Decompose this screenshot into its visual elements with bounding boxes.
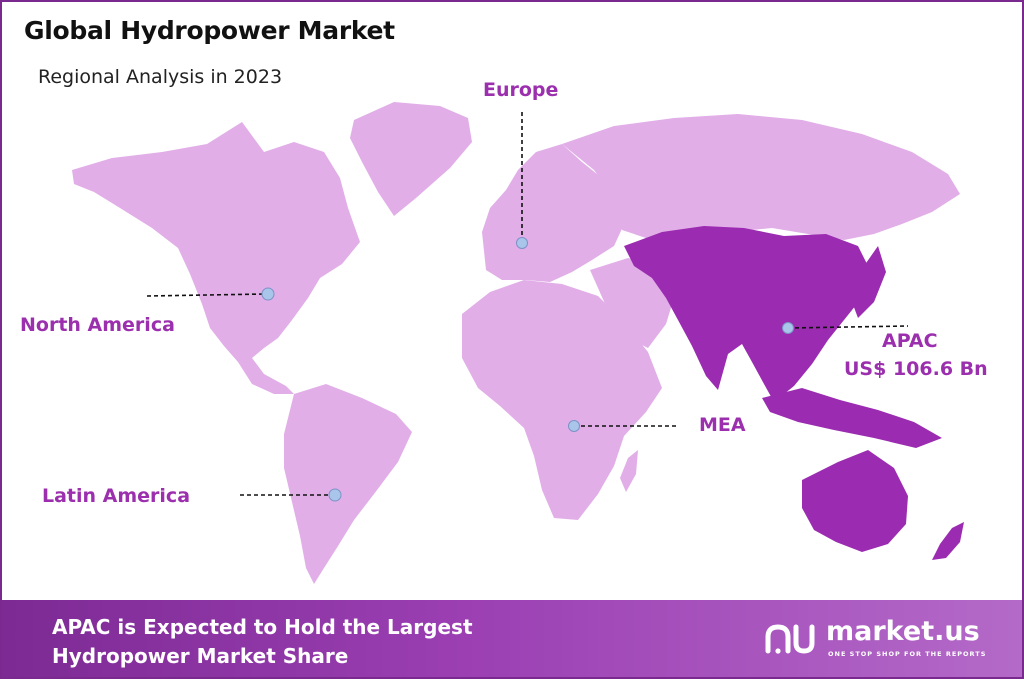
new-zealand-shape	[932, 522, 964, 560]
apac-mainland-shape	[624, 226, 872, 402]
region-label-apac: APAC	[882, 330, 938, 352]
apac-leader-line	[787, 325, 909, 329]
europe-marker	[516, 237, 528, 249]
japan-shape	[852, 246, 886, 318]
europe-shape	[482, 144, 626, 282]
africa-shape	[462, 280, 662, 520]
page-subtitle: Regional Analysis in 2023	[38, 66, 283, 88]
footer-headline-line1: APAC is Expected to Hold the Largest	[52, 615, 473, 639]
australia-shape	[802, 450, 908, 552]
mea-marker	[568, 420, 580, 432]
brand-name: market.us	[826, 616, 980, 647]
region-label-mea: MEA	[699, 414, 746, 436]
madagascar-shape	[620, 450, 638, 492]
region-label-latin-america: Latin America	[42, 485, 191, 507]
region-value-apac: US$ 106.6 Bn	[844, 358, 988, 380]
footer-banner: APAC is Expected to Hold the Largest Hyd…	[2, 600, 1022, 677]
north-america-leader-line	[146, 293, 267, 297]
latin-america-marker	[328, 488, 342, 502]
region-label-europe: Europe	[483, 79, 559, 101]
north-asia-shape	[562, 114, 960, 240]
greenland-shape	[350, 102, 472, 216]
brand-tagline: ONE STOP SHOP FOR THE REPORTS	[828, 650, 987, 658]
region-label-north-america: North America	[20, 314, 175, 336]
footer-headline-line2: Hydropower Market Share	[52, 644, 349, 668]
page-title: Global Hydropower Market	[24, 16, 395, 45]
southeast-asia-islands-shape	[762, 388, 942, 448]
latin-america-shape	[284, 384, 412, 584]
market-us-logo-icon	[765, 624, 815, 654]
apac-marker	[782, 322, 794, 334]
middle-east-shape	[590, 258, 674, 348]
north-america-shape	[72, 122, 360, 394]
north-america-marker	[261, 287, 275, 301]
world-map	[72, 102, 964, 584]
